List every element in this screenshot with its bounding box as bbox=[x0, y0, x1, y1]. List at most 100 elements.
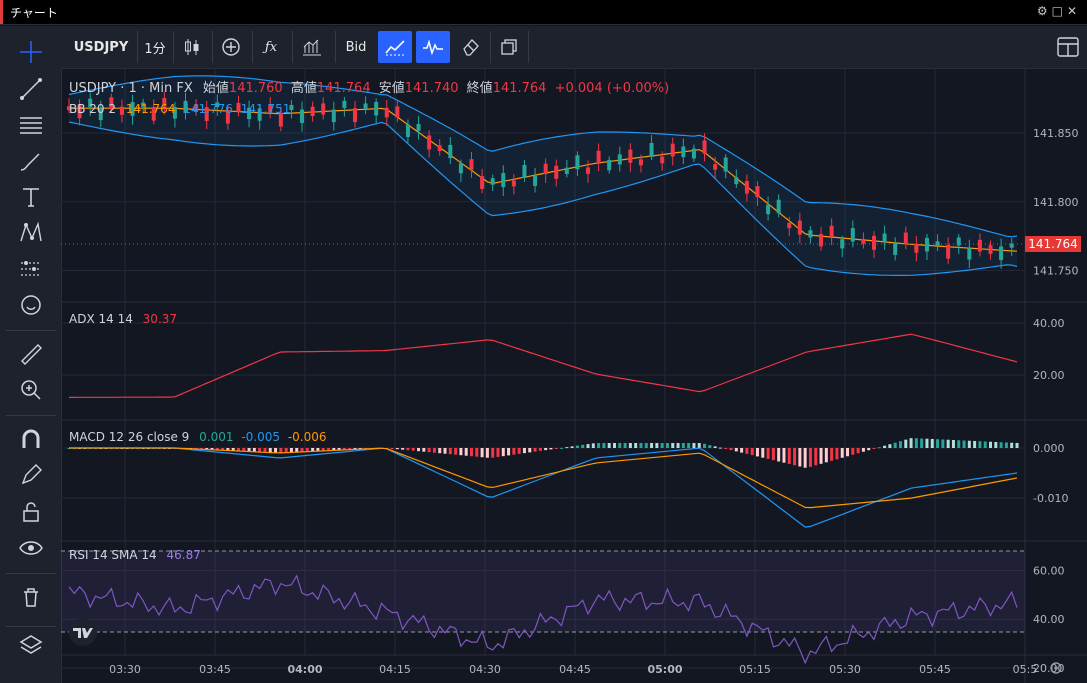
macd-histogram-bar bbox=[856, 448, 860, 454]
chart-area[interactable]: 141.850 141.800 141.750 40.00 20.00 0.000 -0.0… bbox=[61, 68, 1087, 683]
trend-line-icon[interactable] bbox=[12, 74, 50, 104]
toolbar-divider bbox=[6, 573, 56, 574]
candle-body bbox=[819, 233, 824, 247]
window-title: チャート bbox=[10, 6, 58, 20]
rsi-legend[interactable]: RSI 14 SMA 14 46.87 bbox=[69, 548, 201, 562]
macd-histogram-bar bbox=[835, 448, 839, 460]
macd-histogram-bar bbox=[898, 441, 902, 448]
macd-histogram-bar bbox=[279, 448, 283, 453]
close-icon[interactable]: ✕ bbox=[1066, 4, 1081, 18]
macd-histogram-bar bbox=[872, 448, 876, 449]
rsi-value: 46.87 bbox=[166, 548, 201, 562]
main-title: USDJPY · 1 · Min FX bbox=[69, 81, 193, 96]
macd-histogram-bar bbox=[570, 446, 574, 448]
macd-histogram-bar bbox=[978, 441, 982, 448]
trash-icon[interactable] bbox=[12, 582, 50, 612]
symbol-button[interactable]: USDJPY bbox=[73, 39, 129, 55]
trend-chart-icon[interactable] bbox=[378, 31, 412, 63]
candle-body bbox=[882, 233, 887, 242]
close-value: 141.764 bbox=[492, 81, 547, 96]
bb-mid-value: 141.764 bbox=[125, 102, 176, 116]
crosshair-icon[interactable] bbox=[12, 37, 50, 67]
tradingview-logo-icon bbox=[69, 618, 97, 646]
macd-histogram-bar bbox=[708, 445, 712, 448]
macd-histogram-bar bbox=[766, 448, 770, 459]
lock-draw-icon[interactable] bbox=[12, 460, 50, 490]
bb-upper-value: 141.776 bbox=[183, 102, 233, 116]
oscillator-icon[interactable] bbox=[416, 31, 450, 63]
interval-button[interactable]: 1分 bbox=[144, 41, 166, 57]
layers-icon[interactable] bbox=[12, 630, 50, 660]
close-label: 終値 bbox=[466, 81, 493, 96]
macd-histogram-bar bbox=[904, 439, 908, 448]
macd-histogram-bar bbox=[745, 448, 749, 454]
candle-body bbox=[586, 167, 591, 174]
macd-histogram-bar bbox=[851, 448, 855, 455]
maximize-icon[interactable]: □ bbox=[1051, 4, 1067, 18]
macd-histogram-bar bbox=[819, 448, 823, 464]
clone-icon[interactable] bbox=[493, 31, 525, 63]
macd-histogram-bar bbox=[300, 448, 304, 452]
macd-histogram-bar bbox=[491, 448, 495, 458]
macd-histogram-bar bbox=[814, 448, 818, 466]
bb-legend[interactable]: BB 20 2 141.764 141.776 141.751 bbox=[69, 102, 290, 116]
macd-histogram-bar bbox=[205, 448, 209, 450]
indicators-icon[interactable]: ƒx bbox=[264, 39, 278, 55]
candle-body bbox=[236, 102, 241, 112]
macd-histogram-bar bbox=[665, 443, 669, 448]
candle-body bbox=[702, 140, 707, 154]
chart-canvas[interactable]: 141.850 141.800 141.750 40.00 20.00 0.000 -0.0… bbox=[61, 68, 1087, 683]
macd-histogram-bar bbox=[406, 448, 410, 451]
candle-body bbox=[649, 142, 654, 157]
forecast-icon[interactable] bbox=[12, 254, 50, 284]
fib-icon[interactable] bbox=[12, 110, 50, 140]
rsi-tick: 60.00 bbox=[1033, 564, 1065, 577]
macd-histogram-bar bbox=[538, 448, 542, 451]
time-tick: 04:30 bbox=[469, 663, 501, 676]
magnet-icon[interactable] bbox=[12, 424, 50, 454]
price-type-button[interactable]: Bid bbox=[345, 39, 367, 55]
text-icon[interactable] bbox=[12, 182, 50, 212]
macd-legend[interactable]: MACD 12 26 close 9 0.001 -0.005 -0.006 bbox=[69, 430, 327, 444]
macd-histogram-bar bbox=[274, 448, 278, 453]
macd-histogram-bar bbox=[724, 448, 728, 449]
macd-histogram-bar bbox=[1015, 443, 1019, 448]
brush-icon[interactable] bbox=[12, 146, 50, 176]
candle-body bbox=[67, 106, 71, 111]
adx-legend[interactable]: ADX 14 14 30.37 bbox=[69, 312, 177, 326]
candle-type-icon[interactable] bbox=[176, 31, 208, 63]
macd-histogram-bar bbox=[231, 448, 235, 451]
emoji-icon[interactable] bbox=[12, 290, 50, 320]
macd-histogram-bar bbox=[210, 448, 214, 450]
eraser-icon[interactable] bbox=[455, 31, 487, 63]
ruler-icon[interactable] bbox=[12, 339, 50, 369]
adx-value: 30.37 bbox=[142, 312, 178, 326]
macd-histogram-bar bbox=[973, 440, 977, 448]
candle-body bbox=[893, 242, 898, 255]
candle-body bbox=[797, 220, 802, 235]
macd-histogram-bar bbox=[920, 438, 924, 448]
unlock-icon[interactable] bbox=[12, 497, 50, 527]
macd-histogram-bar bbox=[480, 448, 484, 458]
candle-body bbox=[744, 180, 749, 194]
macd-histogram-bar bbox=[989, 441, 993, 448]
layout-icon[interactable] bbox=[1051, 31, 1085, 63]
bb-label: BB 20 2 bbox=[69, 102, 116, 116]
zoom-icon[interactable] bbox=[12, 375, 50, 405]
pattern-icon[interactable] bbox=[12, 218, 50, 248]
axis-settings-icon bbox=[1050, 662, 1062, 674]
candle-body bbox=[564, 167, 569, 174]
candle-body bbox=[638, 159, 643, 166]
candle-body bbox=[776, 199, 781, 214]
candle-body bbox=[480, 176, 485, 189]
templates-icon[interactable] bbox=[296, 31, 328, 63]
candle-body bbox=[977, 239, 982, 252]
settings-icon[interactable]: ⚙ bbox=[1036, 4, 1052, 18]
eye-icon[interactable] bbox=[12, 533, 50, 563]
candle-body bbox=[257, 108, 262, 121]
macd-histogram-bar bbox=[925, 438, 929, 448]
add-compare-icon[interactable] bbox=[215, 31, 247, 63]
macd-histogram-bar bbox=[242, 448, 246, 452]
macd-histogram-bar bbox=[941, 439, 945, 448]
macd-histogram-bar bbox=[957, 440, 961, 448]
